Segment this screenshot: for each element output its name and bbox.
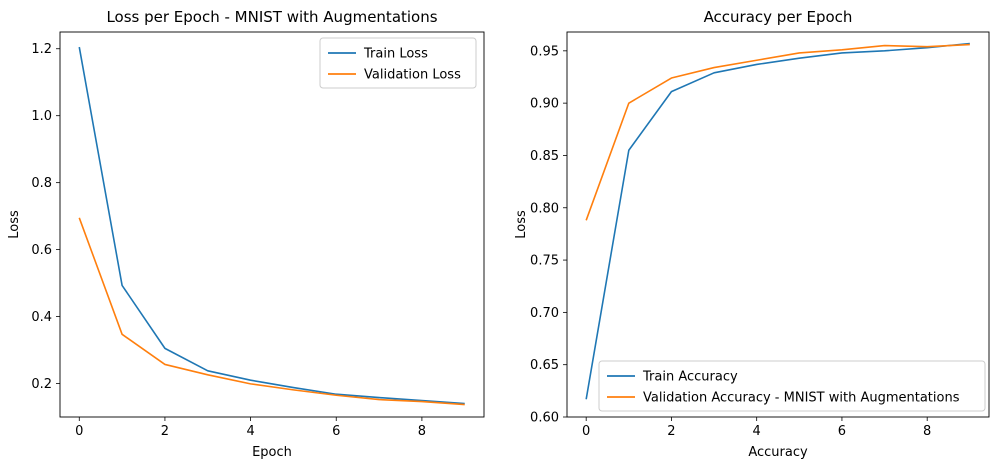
accuracy-x-tick-label: 8 — [923, 424, 931, 439]
loss-y-tick-label: 1.0 — [31, 109, 52, 124]
accuracy-y-tick-label: 0.75 — [530, 254, 559, 269]
loss-chart: 0 2 4 6 8 0.2 0.4 0.6 0.8 1.0 1.2 Loss per Epoch - … — [7, 8, 485, 460]
accuracy-series-1-line — [585, 43, 970, 221]
accuracy-y-tick-label: 0.70 — [530, 306, 559, 321]
accuracy-legend-box — [598, 360, 986, 412]
loss-x-tick-label: 0 — [75, 424, 83, 439]
loss-y-axis-label: Loss — [7, 210, 22, 239]
loss-legend: Train Loss Validation Loss — [319, 37, 477, 89]
loss-y-tick-label: 0.8 — [31, 176, 52, 191]
loss-y-tick-label: 1.2 — [31, 42, 52, 57]
accuracy-chart-title: Accuracy per Epoch — [704, 8, 853, 26]
loss-y-tick-label: 0.6 — [31, 243, 52, 258]
accuracy-x-tick-label: 6 — [838, 424, 846, 439]
accuracy-y-tick-label: 0.60 — [530, 411, 559, 426]
loss-series-1-line — [78, 217, 465, 406]
loss-x-tick-label: 4 — [246, 424, 254, 439]
accuracy-x-tick-label: 2 — [667, 424, 675, 439]
accuracy-y-tick-label: 0.95 — [530, 44, 559, 59]
accuracy-axes-frame — [566, 31, 990, 418]
accuracy-legend-label-1: Validation Accuracy - MNIST with Augment… — [643, 391, 960, 406]
accuracy-series-0-line — [585, 42, 970, 400]
loss-x-tick-label: 2 — [161, 424, 169, 439]
loss-axes-frame — [59, 31, 485, 418]
accuracy-y-tick-label: 0.80 — [530, 201, 559, 216]
accuracy-x-tick-label: 4 — [753, 424, 761, 439]
accuracy-legend-label-0: Train Accuracy — [642, 370, 738, 385]
loss-legend-label-0: Train Loss — [363, 47, 428, 62]
accuracy-y-tick-label: 0.85 — [530, 149, 559, 164]
loss-y-tick-label: 0.2 — [31, 377, 52, 392]
loss-legend-label-1: Validation Loss — [364, 68, 461, 83]
loss-x-tick-label: 8 — [418, 424, 426, 439]
loss-x-axis-label: Epoch — [252, 445, 292, 460]
accuracy-x-tick-label: 0 — [582, 424, 590, 439]
loss-legend-box — [319, 37, 477, 89]
accuracy-chart: 0 2 4 6 8 0.60 0.65 0.70 0.75 0.80 0.85 0.90 0.95 Acc… — [514, 8, 990, 460]
accuracy-y-tick-label: 0.65 — [530, 358, 559, 373]
accuracy-legend: Train Accuracy Validation Accuracy - MNIS… — [598, 360, 986, 412]
accuracy-x-axis-label: Accuracy — [748, 445, 808, 460]
accuracy-y-axis-label: Loss — [514, 210, 529, 239]
loss-chart-title: Loss per Epoch - MNIST with Augmentation… — [106, 8, 437, 26]
loss-x-tick-label: 6 — [332, 424, 340, 439]
accuracy-y-tick-label: 0.90 — [530, 97, 559, 112]
loss-series-0-line — [78, 46, 465, 405]
loss-y-tick-label: 0.4 — [31, 310, 52, 325]
